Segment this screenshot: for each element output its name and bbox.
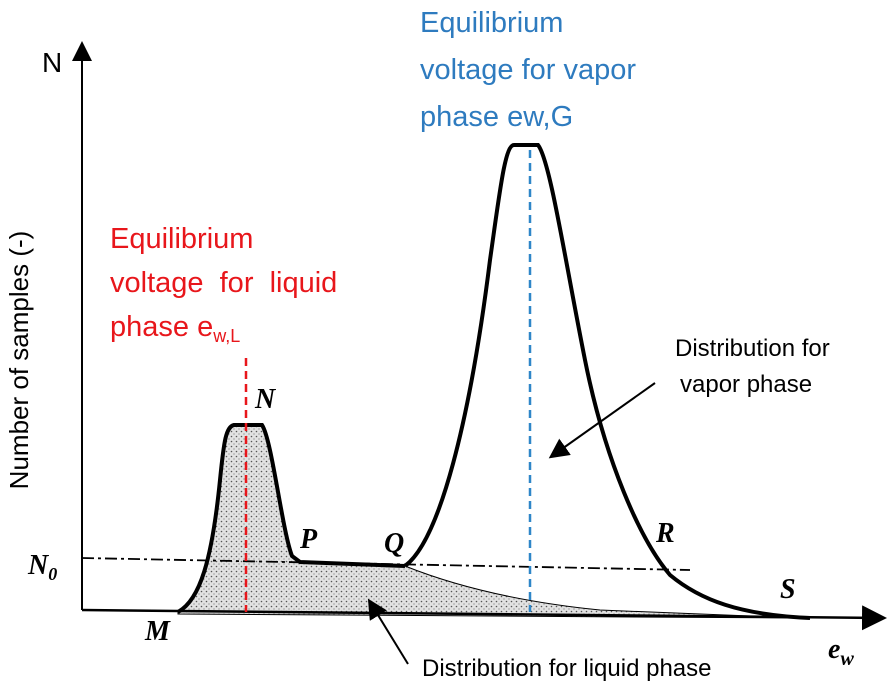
liquid-label-subscript: w,L (212, 326, 240, 346)
point-label: R (655, 518, 675, 549)
liquid-label-text: phase e (110, 311, 213, 343)
n0-label: N0 (27, 550, 57, 584)
x-axis-symbol: ew (828, 634, 854, 670)
point-label: S (780, 574, 796, 605)
point-label: Q (384, 528, 404, 559)
vapor-note-line: vapor phase (680, 371, 812, 398)
liquid-arrow (367, 598, 409, 665)
vapor-label: Equilibrium voltage for vapor phase ew,G (420, 7, 636, 133)
liquid-label-line: Equilibrium (110, 223, 253, 255)
vapor-label-line: voltage for vapor (420, 54, 636, 86)
vapor-curve (403, 143, 811, 620)
x-symbol: e (828, 634, 840, 665)
liquid-curve (176, 423, 406, 614)
liquid-label-line: voltage for liquid (110, 267, 337, 299)
n0-subscript: 0 (48, 564, 57, 584)
y-axis-symbol: N (42, 47, 62, 78)
point-label: P (299, 524, 318, 555)
vapor-label-line: phase ew,G (420, 101, 573, 133)
point-label: M (144, 616, 171, 647)
liquid-note: Distribution for liquid phase (422, 655, 712, 682)
liquid-label-line: phase ew,L (110, 311, 240, 346)
x-axis (81, 605, 887, 631)
point-label: N (254, 384, 277, 415)
x-subscript: w (840, 648, 854, 670)
liquid-label: Equilibrium voltage for liquid phase ew,… (110, 223, 337, 346)
vapor-arrow (548, 382, 656, 459)
vapor-note-line: Distribution for (675, 335, 830, 362)
n0-line (81, 557, 691, 571)
vapor-label-line: Equilibrium (420, 7, 563, 39)
y-axis-label: Number of samples (-) (4, 231, 34, 490)
n0-symbol: N (27, 550, 50, 581)
